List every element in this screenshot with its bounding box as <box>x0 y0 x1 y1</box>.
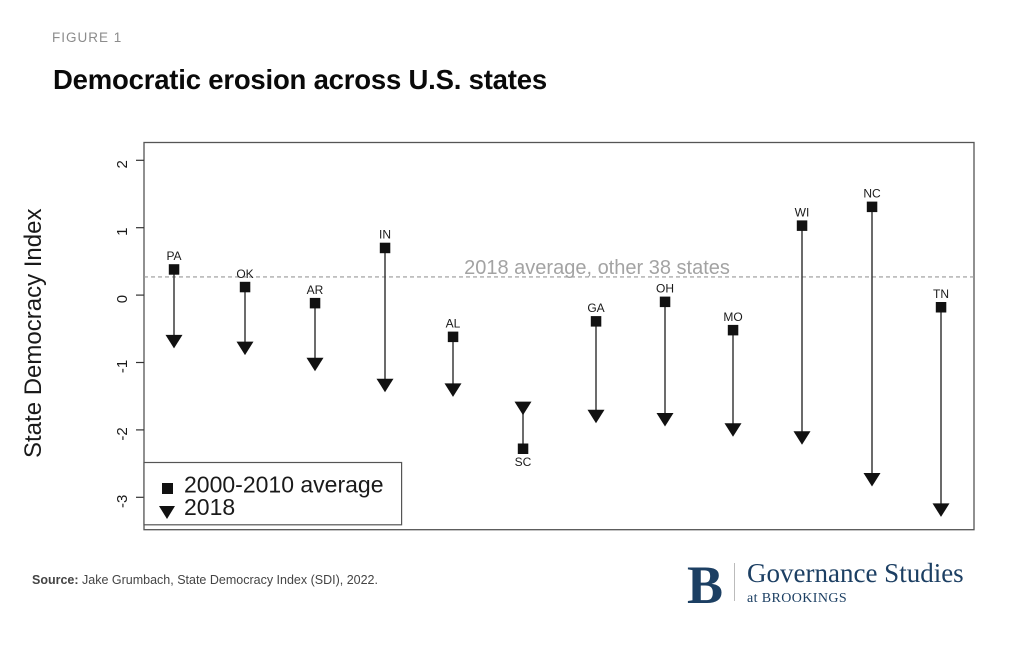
svg-text:2018: 2018 <box>184 494 235 520</box>
svg-text:0: 0 <box>114 295 131 303</box>
svg-text:-1: -1 <box>114 360 131 373</box>
svg-text:2: 2 <box>114 160 131 168</box>
svg-text:-3: -3 <box>114 495 131 508</box>
svg-text:1: 1 <box>114 228 131 236</box>
svg-text:AL: AL <box>446 317 461 331</box>
svg-text:AR: AR <box>307 283 324 297</box>
svg-text:OH: OH <box>656 282 674 296</box>
svg-text:NC: NC <box>863 187 881 201</box>
svg-text:SC: SC <box>515 455 532 469</box>
svg-text:GA: GA <box>587 301 604 315</box>
svg-text:WI: WI <box>795 205 810 219</box>
svg-text:OK: OK <box>236 267 253 281</box>
svg-text:TN: TN <box>933 287 949 301</box>
svg-text:IN: IN <box>379 228 391 242</box>
svg-text:2018 average, other 38 states: 2018 average, other 38 states <box>464 257 730 279</box>
svg-text:MO: MO <box>723 310 742 324</box>
svg-text:-2: -2 <box>114 427 131 440</box>
svg-text:PA: PA <box>166 249 181 263</box>
